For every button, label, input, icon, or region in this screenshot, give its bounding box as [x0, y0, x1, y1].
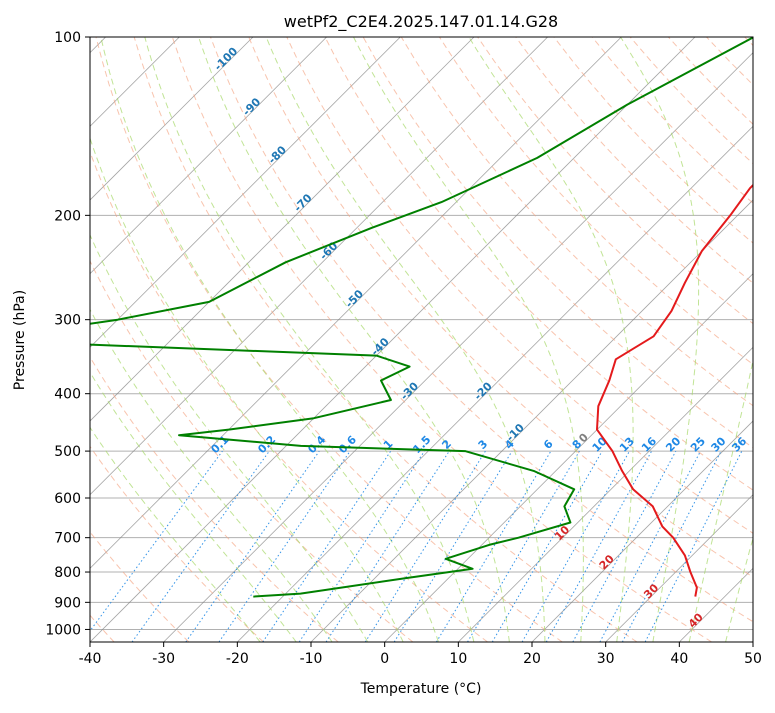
mixing-ratio-line — [299, 451, 424, 642]
isotherm-line — [753, 37, 775, 642]
profile-lines — [31, 37, 775, 597]
mixing-ratio-line — [546, 451, 651, 642]
moist-adiabat — [726, 37, 775, 642]
x-tick-label: 40 — [670, 651, 688, 667]
mixing-ratio-line — [600, 451, 701, 642]
isotherm-label: -70 — [291, 191, 314, 214]
y-tick-label: 500 — [54, 444, 81, 460]
dry-adiabat — [0, 37, 338, 642]
moist-adiabat — [64, 37, 403, 642]
x-axis-label: Temperature (°C) — [360, 681, 482, 697]
dry-adiabat — [707, 37, 775, 642]
mixing-ratio-label: 1.5 — [410, 433, 433, 456]
x-tick-label: 50 — [744, 651, 762, 667]
mixing-ratio-label: 6 — [541, 437, 556, 452]
y-tick-label: 800 — [54, 565, 81, 581]
mixing-ratio-label: 0.1 — [208, 433, 231, 456]
mixing-ratio-line — [82, 451, 223, 642]
x-tick-label: 0 — [380, 651, 389, 667]
x-tick-label: 30 — [597, 651, 615, 667]
isotherm-line — [679, 37, 775, 642]
x-tick-label: -40 — [79, 651, 102, 667]
mixing-ratio-label: 3 — [476, 437, 491, 452]
mixing-ratio-line — [263, 451, 391, 642]
isotherm-line — [0, 37, 253, 642]
mixing-ratio-label: 0.6 — [336, 433, 359, 456]
mixing-ratio-line — [573, 451, 676, 642]
isotherm-line — [532, 37, 775, 642]
mixing-ratio-label: 0.2 — [255, 433, 278, 456]
isotherm-line — [0, 37, 327, 642]
dry-adiabat — [58, 37, 488, 642]
moist-adiabat — [469, 37, 633, 642]
moist-adiabat — [0, 37, 260, 642]
x-axis: -40 -30 -20 -10 0 10 20 30 40 50 — [79, 642, 762, 667]
y-tick-label: 400 — [54, 387, 81, 403]
x-tick-label: -30 — [152, 651, 175, 667]
isotherm-line — [237, 37, 775, 642]
x-tick-label: -10 — [300, 651, 323, 667]
dry-adiabat — [516, 37, 775, 642]
y-tick-label: 700 — [54, 531, 81, 547]
y-tick-label: 1000 — [45, 622, 81, 638]
y-tick-label: 600 — [54, 491, 81, 507]
background-lines — [0, 37, 775, 642]
mixing-ratio-label: 0.4 — [305, 433, 328, 456]
mixing-ratio-line — [219, 451, 350, 642]
moist-adiabat — [32, 37, 367, 642]
isotherm-line — [16, 37, 621, 642]
y-tick-label: 200 — [54, 208, 81, 224]
isotherm-line — [90, 37, 695, 642]
moist-adiabat — [4, 37, 332, 642]
chart-title: wetPf2_C2E4.2025.147.01.14.G28 — [284, 12, 558, 32]
moist-adiabat — [689, 37, 775, 642]
dry-adiabat — [211, 37, 775, 642]
x-tick-label: 10 — [449, 651, 467, 667]
y-tick-label: 900 — [54, 595, 81, 611]
dry-adiabat — [592, 37, 775, 642]
dry-adiabat — [439, 37, 775, 642]
mixing-ratio-line — [326, 451, 449, 642]
mixing-ratio-line — [132, 451, 269, 642]
isotherm-line — [0, 37, 474, 642]
isotherm-line — [0, 37, 548, 642]
mixing-ratio-label: 13 — [617, 435, 637, 455]
isotherm-label: 40 — [686, 610, 706, 630]
dry-adiabat — [668, 37, 775, 642]
x-tick-label: 20 — [523, 651, 541, 667]
y-axis-label: Pressure (hPa) — [12, 290, 28, 390]
isotherm-label: -90 — [240, 95, 263, 118]
isotherm-line — [0, 37, 400, 642]
dry-adiabat — [0, 37, 189, 642]
y-axis: 100 200 300 400 500 600 700 800 900 1000 — [45, 30, 90, 638]
y-tick-label: 300 — [54, 313, 81, 329]
dewpoint-profile-line — [31, 37, 754, 597]
isotherm-label: -100 — [212, 44, 241, 73]
isotherm-line — [458, 37, 775, 642]
isotherm-label: -50 — [343, 287, 366, 310]
dry-adiabat — [20, 37, 413, 642]
moist-adiabat — [101, 37, 439, 642]
mixing-ratio-line — [365, 451, 485, 642]
dry-adiabat — [0, 37, 264, 642]
mixing-ratio-label: 25 — [688, 435, 708, 455]
isotherm-label: 20 — [597, 552, 617, 572]
x-tick-label: -20 — [226, 651, 249, 667]
y-tick-label: 100 — [54, 30, 81, 46]
isotherm-line — [385, 37, 775, 642]
